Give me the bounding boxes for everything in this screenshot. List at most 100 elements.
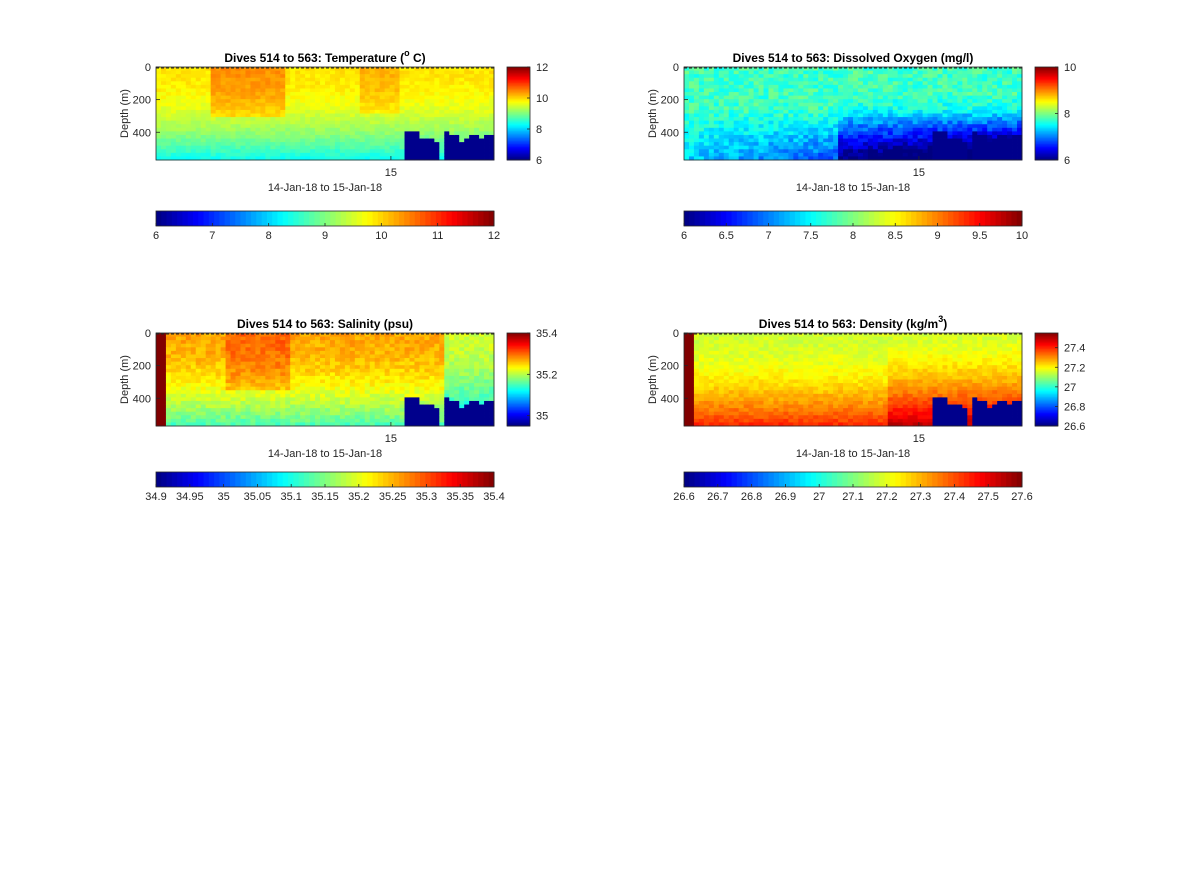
heatmap-cell (469, 127, 475, 132)
heatmap-cell (225, 379, 231, 384)
heatmap-cell (195, 372, 202, 377)
heatmap-cell (778, 77, 784, 82)
heatmap-cell (982, 138, 988, 143)
heatmap-cell (937, 67, 943, 71)
heatmap-cell (320, 411, 326, 416)
heatmap-cell (285, 124, 291, 129)
heatmap-cell (867, 99, 874, 104)
heatmap-cell (190, 358, 197, 363)
colorbar-segment (507, 106, 530, 109)
heatmap-cell (344, 92, 351, 97)
heatmap-cell (175, 84, 182, 89)
heatmap-cell (180, 92, 187, 97)
heatmap-cell (305, 113, 311, 118)
heatmap-cell (195, 365, 202, 370)
heatmap-cell (344, 422, 351, 427)
colorbar-segment (430, 211, 437, 226)
heatmap-cell (310, 106, 316, 111)
heatmap-cell (349, 134, 356, 139)
heatmap-cell (394, 109, 400, 114)
heatmap-cell (260, 145, 266, 150)
heatmap-cell (872, 74, 879, 79)
heatmap-cell (698, 106, 705, 111)
heatmap-cell (275, 67, 281, 71)
heatmap-cell (424, 149, 430, 154)
heatmap-cell (295, 131, 301, 136)
heatmap-cell (310, 340, 316, 345)
heatmap-cell (200, 343, 207, 348)
heatmap-cell (250, 109, 256, 114)
heatmap-cell (270, 350, 276, 355)
heatmap-cell (857, 152, 864, 157)
heatmap-cell (349, 372, 356, 377)
heatmap-cell (833, 102, 839, 107)
heatmap-cell (359, 95, 366, 100)
heatmap-cell (230, 120, 236, 125)
heatmap-cell (907, 92, 914, 97)
heatmap-cell (185, 117, 192, 122)
heatmap-cell (170, 390, 177, 395)
heatmap-cell (872, 95, 879, 100)
heatmap-cell (922, 117, 928, 122)
heatmap-cell (349, 145, 356, 150)
colorbar-segment (507, 96, 530, 99)
heatmap-cell (156, 131, 162, 136)
heatmap-cell (489, 95, 495, 100)
heatmap-cell (320, 404, 326, 409)
heatmap-cell (170, 336, 177, 341)
heatmap-cell (374, 117, 381, 122)
heatmap-cell (334, 358, 341, 363)
heatmap-cell (220, 411, 226, 416)
x-axis-label: 14-Jan-18 to 15-Jan-18 (268, 182, 382, 194)
heatmap-cell (156, 142, 162, 147)
heatmap-cell (404, 156, 410, 161)
heatmap-cell (260, 70, 266, 75)
heatmap-cell (329, 102, 336, 107)
heatmap-cell (917, 134, 923, 139)
heatmap-cell (997, 88, 1003, 93)
heatmap-cell (175, 372, 182, 377)
heatmap-cell (783, 95, 789, 100)
heatmap-cell (315, 145, 321, 150)
heatmap-cell (394, 156, 400, 161)
colorbar-segment (1035, 96, 1058, 99)
heatmap-cell (987, 142, 993, 147)
heatmap-cell (225, 361, 231, 366)
heatmap-cell (364, 67, 371, 71)
heatmap-cell (374, 134, 381, 139)
heatmap-cell (763, 127, 769, 132)
heatmap-cell (285, 81, 291, 86)
heatmap-cell (728, 149, 735, 154)
heatmap-cell (255, 74, 261, 79)
heatmap-cell (349, 67, 356, 71)
heatmap-cell (354, 106, 361, 111)
heatmap-cell (424, 131, 430, 136)
heatmap-cell (290, 333, 296, 337)
heatmap-cell (225, 365, 231, 370)
heatmap-cell (255, 368, 261, 373)
heatmap-cell (872, 109, 879, 114)
heatmap-cell (334, 383, 341, 388)
heatmap-cell (290, 365, 296, 370)
heatmap-cell (698, 152, 705, 157)
heatmap-cell (484, 142, 490, 147)
heatmap-cell (828, 134, 834, 139)
heatmap-cell (315, 113, 321, 118)
heatmap-cell (429, 88, 435, 93)
heatmap-cell (733, 142, 740, 147)
heatmap-cell (942, 109, 948, 114)
heatmap-cell (156, 77, 162, 82)
heatmap-cell (962, 134, 968, 139)
heatmap-cell (1017, 145, 1023, 150)
heatmap-cell (718, 142, 725, 147)
heatmap-cell (962, 95, 968, 100)
heatmap-cell (195, 109, 202, 114)
heatmap-cell (843, 81, 849, 86)
heatmap-cell (320, 418, 326, 423)
heatmap-cell (708, 138, 715, 143)
heatmap-cell (838, 131, 844, 136)
heatmap-cell (240, 379, 246, 384)
heatmap-cell (339, 81, 346, 86)
heatmap-cell (280, 106, 286, 111)
heatmap-cell (967, 120, 973, 125)
